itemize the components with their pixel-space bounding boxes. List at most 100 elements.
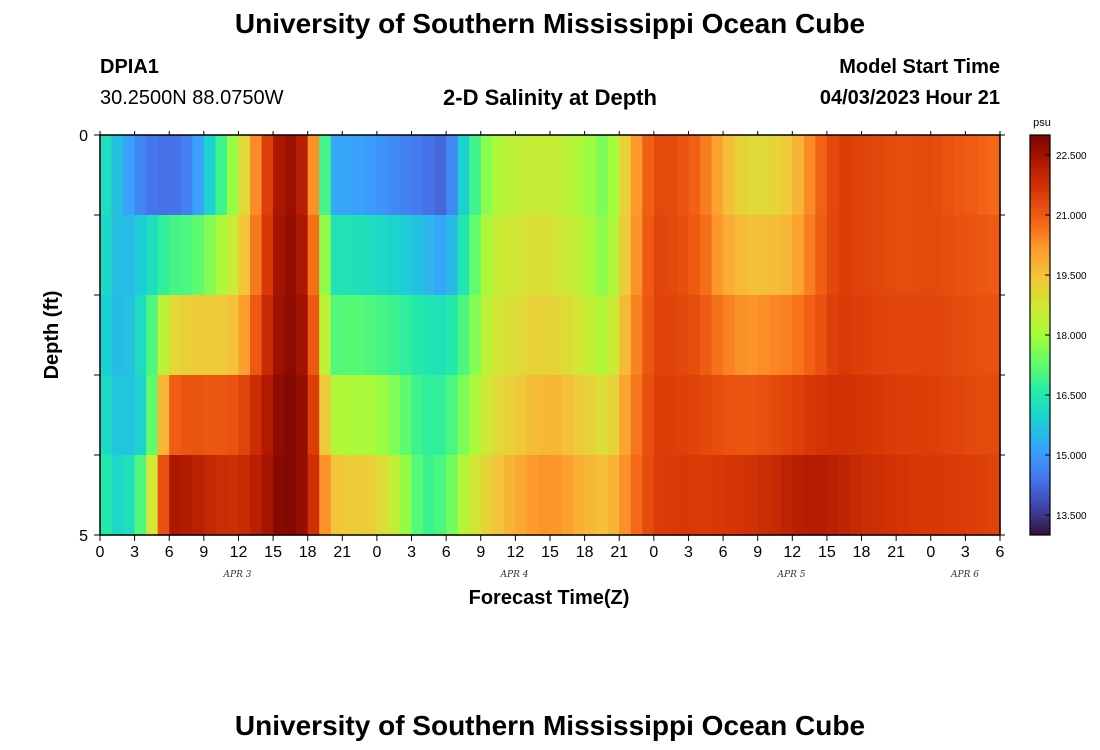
heatmap-cell <box>688 375 701 456</box>
date-label: APR 5 <box>777 570 806 580</box>
heatmap-cell <box>492 455 505 536</box>
heatmap-cell <box>273 215 286 296</box>
heatmap-cell <box>861 455 874 536</box>
heatmap-cell <box>930 135 943 216</box>
heatmap-cell <box>642 295 655 376</box>
heatmap-cell <box>653 295 666 376</box>
heatmap-cell <box>723 295 736 376</box>
heatmap-cell <box>642 135 655 216</box>
heatmap-cell <box>653 375 666 456</box>
heatmap-cell <box>942 295 955 376</box>
heatmap-cell <box>584 375 597 456</box>
y-tick-label: 0 <box>79 128 88 145</box>
heatmap-cell <box>238 295 251 376</box>
heatmap-cell <box>665 295 678 376</box>
colorbar-segment <box>1030 238 1050 243</box>
colorbar-segment <box>1030 368 1050 373</box>
heatmap-cell <box>446 295 459 376</box>
heatmap-cell <box>307 455 320 536</box>
heatmap-cell <box>723 375 736 456</box>
heatmap-cell <box>307 375 320 456</box>
colorbar-segment <box>1030 511 1050 516</box>
heatmap-cell <box>169 375 182 456</box>
heatmap-cell <box>215 135 228 216</box>
heatmap-cell <box>353 215 366 296</box>
heatmap-cell <box>700 295 713 376</box>
x-axis-title: Forecast Time(Z) <box>469 587 630 609</box>
heatmap-cell <box>988 295 1001 376</box>
heatmap-cell <box>342 295 355 376</box>
heatmap-cell <box>365 135 378 216</box>
colorbar-segment <box>1030 158 1050 163</box>
heatmap-cell <box>942 455 955 536</box>
colorbar-segment <box>1030 501 1050 506</box>
heatmap-cell <box>261 215 274 296</box>
heatmap-cell <box>146 455 159 536</box>
colorbar-segment <box>1030 505 1050 509</box>
heatmap-cell <box>400 135 413 216</box>
colorbar-tick-label: 15.000 <box>1056 451 1087 462</box>
heatmap-cell <box>353 375 366 456</box>
heatmap-cell <box>376 295 390 376</box>
colorbar-segment <box>1030 335 1050 339</box>
heatmap-cell <box>226 375 240 456</box>
heatmap-cell <box>284 455 297 536</box>
heatmap-cell <box>376 375 390 456</box>
heatmap-cell <box>965 295 978 376</box>
heatmap-cell <box>342 455 355 536</box>
heatmap-cell <box>665 455 678 536</box>
heatmap-cell <box>665 375 678 456</box>
heatmap-cell <box>676 375 690 456</box>
heatmap-cell <box>630 135 643 216</box>
heatmap-cell <box>526 215 540 296</box>
heatmap-cell <box>111 375 124 456</box>
heatmap-cell <box>238 455 251 536</box>
x-tick-label: 3 <box>130 544 139 561</box>
heatmap-cell <box>711 215 724 296</box>
heatmap-cell <box>180 295 193 376</box>
heatmap-cell <box>169 215 182 296</box>
heatmap-cell <box>273 455 286 536</box>
station-id: DPIA1 <box>100 56 159 78</box>
heatmap-cell <box>711 455 724 536</box>
heatmap-cell <box>815 135 828 216</box>
colorbar-segment <box>1030 508 1050 513</box>
colorbar-segment <box>1030 281 1050 286</box>
heatmap-cell <box>330 135 343 216</box>
heatmap-cell <box>157 375 170 456</box>
heatmap-cell <box>411 295 424 376</box>
heatmap-cell <box>630 375 643 456</box>
colorbar-segment <box>1030 195 1050 199</box>
colorbar-segment <box>1030 171 1050 176</box>
heatmap-cell <box>826 455 840 536</box>
colorbar-segment <box>1030 431 1050 436</box>
colorbar-segment <box>1030 218 1050 223</box>
heatmap-cell <box>180 135 193 216</box>
heatmap-cell <box>919 135 932 216</box>
heatmap-cell <box>953 295 966 376</box>
heatmap-cell <box>873 295 886 376</box>
heatmap-cell <box>434 135 447 216</box>
heatmap-cell <box>734 215 747 296</box>
heatmap-cell <box>434 295 447 376</box>
heatmap-cell <box>480 455 493 536</box>
colorbar-segment <box>1030 228 1050 233</box>
heatmap-cell <box>976 135 990 216</box>
heatmap-cell <box>746 375 759 456</box>
heatmap-cell <box>815 295 828 376</box>
colorbar-unit: psu <box>1033 117 1051 129</box>
colorbar-segment <box>1030 261 1050 266</box>
heatmap-cell <box>284 215 297 296</box>
heatmap-cell <box>503 455 516 536</box>
heatmap-cell <box>561 375 574 456</box>
heatmap-cell <box>157 455 170 536</box>
heatmap-cell <box>423 215 436 296</box>
x-tick-label: 18 <box>299 544 317 561</box>
heatmap-cell <box>157 135 170 216</box>
x-tick-label: 9 <box>199 544 208 561</box>
heatmap-cell <box>653 135 666 216</box>
heatmap-cell <box>676 215 690 296</box>
heatmap-cell <box>850 215 863 296</box>
colorbar-segment <box>1030 271 1050 276</box>
colorbar-segment <box>1030 495 1050 499</box>
